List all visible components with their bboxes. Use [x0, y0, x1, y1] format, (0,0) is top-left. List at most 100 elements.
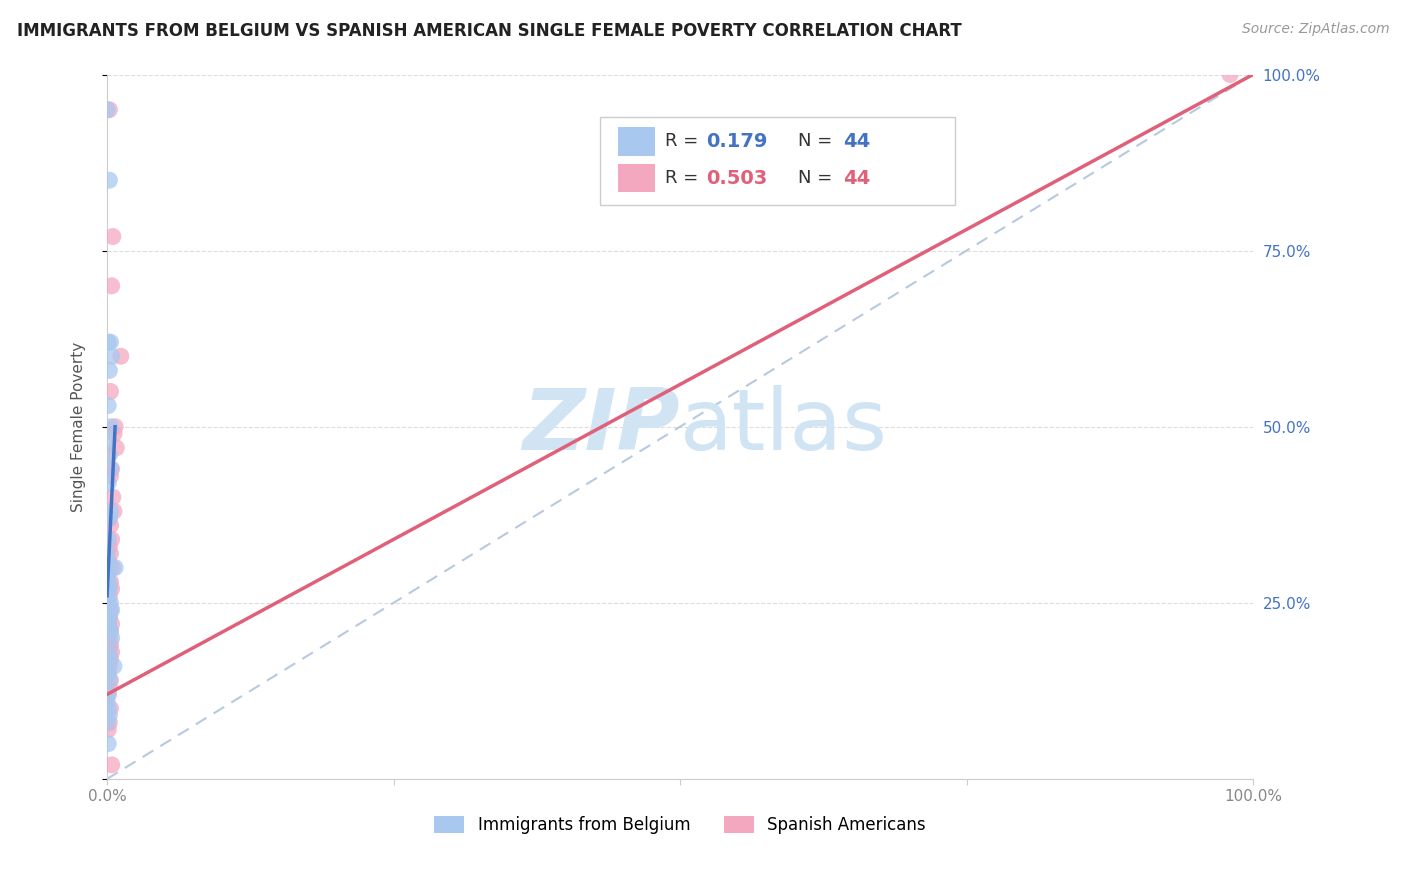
Point — [96, 547, 118, 561]
Point — [96, 553, 118, 567]
Point — [97, 582, 120, 596]
FancyBboxPatch shape — [600, 117, 955, 205]
FancyBboxPatch shape — [619, 128, 655, 155]
Point — [97, 448, 120, 462]
Point — [100, 603, 122, 617]
Text: IMMIGRANTS FROM BELGIUM VS SPANISH AMERICAN SINGLE FEMALE POVERTY CORRELATION CH: IMMIGRANTS FROM BELGIUM VS SPANISH AMERI… — [17, 22, 962, 40]
Point — [98, 448, 121, 462]
Point — [110, 349, 132, 363]
Point — [100, 638, 122, 652]
Legend: Immigrants from Belgium, Spanish Americans: Immigrants from Belgium, Spanish America… — [434, 816, 925, 834]
Point — [98, 681, 121, 695]
Point — [98, 708, 121, 723]
Point — [97, 533, 120, 547]
Point — [96, 103, 118, 117]
Point — [101, 560, 124, 574]
Point — [96, 567, 118, 582]
Point — [100, 673, 122, 688]
Point — [104, 419, 127, 434]
Text: 0.179: 0.179 — [706, 132, 768, 151]
Point — [97, 666, 120, 681]
Point — [98, 363, 121, 377]
Text: Source: ZipAtlas.com: Source: ZipAtlas.com — [1241, 22, 1389, 37]
Point — [98, 673, 121, 688]
Point — [98, 610, 121, 624]
Point — [97, 553, 120, 567]
Point — [100, 349, 122, 363]
Point — [97, 335, 120, 350]
Y-axis label: Single Female Poverty: Single Female Poverty — [72, 342, 86, 512]
Point — [98, 631, 121, 645]
Text: atlas: atlas — [681, 385, 889, 468]
Point — [100, 518, 122, 533]
Point — [104, 560, 127, 574]
Point — [98, 511, 121, 525]
Point — [98, 715, 121, 730]
Point — [97, 434, 120, 448]
Point — [105, 441, 128, 455]
Point — [100, 462, 122, 476]
Point — [97, 616, 120, 631]
Point — [100, 504, 122, 518]
Point — [103, 426, 125, 441]
Point — [97, 574, 120, 589]
Point — [97, 652, 120, 666]
Point — [97, 687, 120, 701]
Point — [96, 715, 118, 730]
Point — [101, 229, 124, 244]
Point — [1219, 68, 1241, 82]
Point — [100, 335, 122, 350]
Point — [98, 103, 121, 117]
Point — [100, 419, 122, 434]
Point — [100, 384, 122, 399]
Point — [100, 533, 122, 547]
Point — [96, 694, 118, 708]
Point — [100, 624, 122, 638]
Point — [97, 399, 120, 413]
Point — [97, 616, 120, 631]
Point — [98, 645, 121, 659]
Point — [97, 723, 120, 737]
Point — [96, 560, 118, 574]
Point — [100, 469, 122, 483]
Point — [100, 574, 122, 589]
Point — [100, 547, 122, 561]
Point — [100, 652, 122, 666]
Point — [97, 701, 120, 715]
Point — [100, 645, 122, 659]
Point — [100, 701, 122, 715]
Point — [100, 624, 122, 638]
Point — [98, 610, 121, 624]
Text: 44: 44 — [842, 169, 870, 187]
Point — [100, 596, 122, 610]
Point — [100, 462, 122, 476]
Point — [100, 603, 122, 617]
FancyBboxPatch shape — [619, 164, 655, 192]
Point — [98, 638, 121, 652]
Point — [97, 574, 120, 589]
Text: 44: 44 — [842, 132, 870, 151]
Point — [97, 666, 120, 681]
Point — [97, 596, 120, 610]
Text: N =: N = — [799, 132, 838, 151]
Text: N =: N = — [799, 169, 838, 187]
Point — [103, 659, 125, 673]
Point — [98, 511, 121, 525]
Point — [98, 540, 121, 554]
Point — [98, 589, 121, 603]
Point — [100, 757, 122, 772]
Point — [98, 560, 121, 574]
Point — [100, 582, 122, 596]
Text: R =: R = — [665, 169, 704, 187]
Text: R =: R = — [665, 132, 704, 151]
Text: 0.503: 0.503 — [706, 169, 768, 187]
Point — [101, 490, 124, 504]
Point — [98, 173, 121, 187]
Point — [100, 278, 122, 293]
Point — [103, 504, 125, 518]
Text: ZIP: ZIP — [523, 385, 681, 468]
Point — [97, 616, 120, 631]
Point — [97, 737, 120, 751]
Point — [97, 687, 120, 701]
Point — [98, 582, 121, 596]
